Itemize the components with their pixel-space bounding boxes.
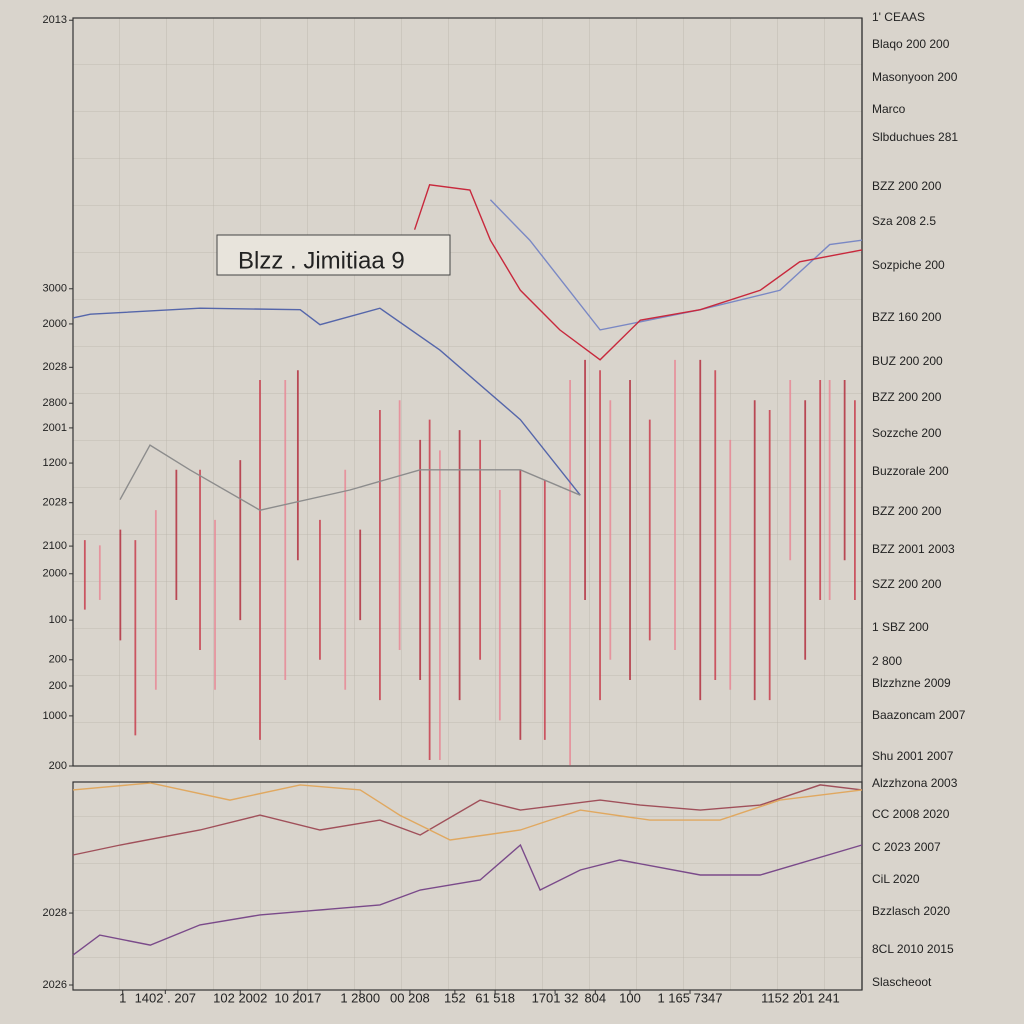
side-label: SZZ 200 200 [872, 577, 942, 591]
side-label: BZZ 200 200 [872, 179, 942, 193]
y-tick-label: 2026 [43, 979, 67, 991]
y-tick-label: 200 [49, 680, 67, 692]
side-label: Masonyoon 200 [872, 70, 958, 84]
series-line [72, 307, 581, 496]
x-tick-label: 100 [619, 990, 641, 1005]
side-label: CC 2008 2020 [872, 807, 950, 821]
side-label: Blzzhzne 2009 [872, 676, 951, 690]
side-label: Alzzhzona 2003 [872, 776, 958, 790]
series-line [413, 184, 863, 361]
side-label: Sozzche 200 [872, 426, 942, 440]
series-line [72, 784, 863, 856]
x-tick-label: 61 518 [475, 990, 515, 1005]
side-label: BZZ 160 200 [872, 310, 942, 324]
series-line [72, 843, 863, 956]
x-tick-label: 1402 . 207 [135, 990, 196, 1005]
side-label: BZZ 200 200 [872, 390, 942, 404]
side-label: Buzzorale 200 [872, 464, 949, 478]
side-label: Bzzlasch 2020 [872, 904, 950, 918]
y-tick-label: 200 [49, 760, 67, 772]
x-tick-label: 1152 201 241 [761, 990, 840, 1005]
legend-box [216, 234, 451, 276]
y-tick-label: 2100 [43, 540, 67, 552]
side-label: Shu 2001 2007 [872, 749, 954, 763]
y-tick-label: 2028 [43, 907, 67, 919]
side-label: Baazoncam 2007 [872, 708, 966, 722]
side-label: CiL 2020 [872, 872, 920, 886]
y-tick-label: 2800 [43, 397, 67, 409]
x-tick-label: 102 2002 [213, 990, 267, 1005]
side-label: Slbduchues 281 [872, 130, 958, 144]
x-tick-label: 1 2800 [340, 990, 380, 1005]
x-tick-label: 152 [444, 990, 466, 1005]
y-tick-label: 2013 [43, 14, 67, 26]
y-tick-label: 2028 [43, 497, 67, 509]
series-line [72, 782, 863, 841]
side-label: Sozpiche 200 [872, 258, 945, 272]
side-label: Slascheoot [872, 975, 932, 989]
side-label: BUZ 200 200 [872, 354, 943, 368]
y-tick-label: 1200 [43, 457, 67, 469]
x-tick-label: 804 [584, 990, 606, 1005]
background-grid [73, 18, 862, 766]
y-tick-label: 1000 [43, 710, 67, 722]
y-tick-label: 2001 [43, 422, 67, 434]
y-tick-label: 200 [49, 654, 67, 666]
x-tick-label: 10 2017 [274, 990, 321, 1005]
side-label: Sza 208 2.5 [872, 214, 936, 228]
side-label: BZZ 200 200 [872, 504, 942, 518]
side-label: 1 SBZ 200 [872, 620, 929, 634]
x-tick-label: 00 208 [390, 990, 430, 1005]
y-tick-label: 2000 [43, 318, 67, 330]
series-line [119, 444, 581, 511]
y-tick-label: 3000 [43, 283, 67, 295]
background-grid [73, 782, 862, 990]
x-tick-label: 1701 32 [532, 990, 579, 1005]
side-label: 8CL 2010 2015 [872, 942, 954, 956]
plot-layer: 2013300020002028280020011200202821002000… [43, 10, 966, 1005]
x-tick-label: 1 165 7347 [657, 990, 722, 1005]
legend-text: Blzz . Jimitiaa 9 [238, 247, 405, 274]
side-label: C 2023 2007 [872, 840, 941, 854]
y-tick-label: 2000 [43, 568, 67, 580]
y-tick-label: 2028 [43, 361, 67, 373]
side-label: BZZ 2001 2003 [872, 542, 955, 556]
side-label: Marco [872, 102, 906, 116]
side-label: 1' CEAAS [872, 10, 925, 24]
side-label: Blaqo 200 200 [872, 37, 950, 51]
y-tick-label: 100 [49, 614, 67, 626]
x-tick-label: 1 [119, 990, 126, 1005]
side-label: 2 800 [872, 654, 902, 668]
